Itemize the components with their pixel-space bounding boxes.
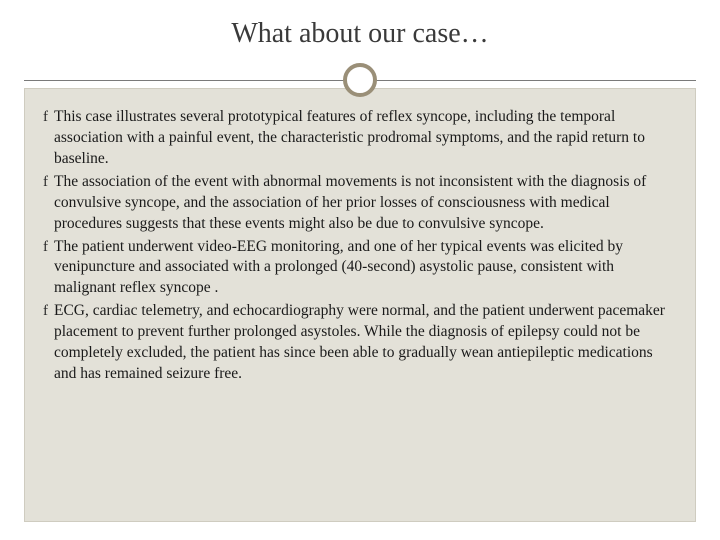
bullet-text: The patient underwent video-EEG monitori… — [54, 237, 677, 300]
slide-container: What about our case… f This case illustr… — [0, 0, 720, 540]
bullet-text: This case illustrates several prototypic… — [54, 107, 677, 170]
bullet-icon: f — [43, 172, 48, 192]
bullet-list: f This case illustrates several prototyp… — [43, 107, 677, 385]
content-panel: f This case illustrates several prototyp… — [24, 88, 696, 522]
bullet-icon: f — [43, 107, 48, 127]
bullet-icon: f — [43, 301, 48, 321]
slide-title: What about our case… — [24, 18, 696, 50]
bullet-text: ECG, cardiac telemetry, and echocardiogr… — [54, 301, 677, 385]
bullet-text: The association of the event with abnorm… — [54, 172, 677, 235]
list-item: f The patient underwent video-EEG monito… — [43, 237, 677, 300]
divider-circle-icon — [343, 63, 377, 97]
title-divider — [24, 62, 696, 98]
bullet-icon: f — [43, 237, 48, 257]
list-item: f ECG, cardiac telemetry, and echocardio… — [43, 301, 677, 385]
list-item: f This case illustrates several prototyp… — [43, 107, 677, 170]
list-item: f The association of the event with abno… — [43, 172, 677, 235]
